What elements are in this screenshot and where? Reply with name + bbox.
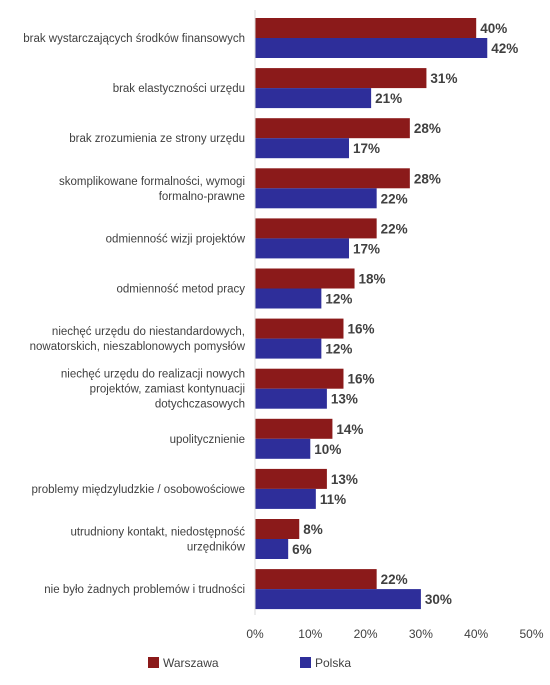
x-axis-ticks: 0% 10% 20% 30% 40% 50%: [246, 627, 544, 641]
category-label: utrudniony kontakt, niedostępność urzędni…: [70, 527, 245, 554]
data-label: 22%: [381, 191, 408, 206]
category-label: brak zrozumienia ze strony urzędu: [69, 133, 245, 145]
category-label: odmienność wizji projektów: [106, 233, 246, 245]
data-label: 28%: [414, 121, 441, 136]
category-label: problemy międzyludzkie / osobowościowe: [32, 484, 246, 496]
bar-warszawa: [255, 468, 327, 489]
legend-label-polska: Polska: [315, 656, 351, 670]
bar-warszawa: [255, 18, 477, 38]
data-label: 16%: [347, 372, 374, 387]
category-label: skomplikowane formalności, wymogi formaln…: [59, 176, 245, 203]
legend-swatch-polska: [300, 657, 311, 668]
data-label: 22%: [381, 221, 408, 236]
bar-warszawa: [255, 519, 300, 539]
data-label: 17%: [353, 241, 380, 256]
bar-warszawa: [255, 168, 410, 189]
x-tick-label: 40%: [464, 627, 488, 641]
data-label: 30%: [425, 592, 452, 607]
legend: Warszawa Polska: [148, 656, 351, 670]
category-label: upolitycznienie: [170, 434, 245, 446]
x-tick-label: 10%: [298, 627, 322, 641]
bar-polska: [255, 88, 372, 109]
bar-polska: [255, 488, 316, 509]
data-label: 12%: [325, 342, 352, 357]
legend-swatch-warszawa: [148, 657, 159, 668]
bar-polska: [255, 539, 289, 559]
data-label: 28%: [414, 171, 441, 186]
bar-polska: [255, 388, 327, 409]
data-label: 8%: [303, 522, 323, 537]
bar-polska: [255, 288, 322, 309]
category-label: niechęć urzędu do niestandardowych, nowat…: [30, 326, 246, 353]
data-label: 42%: [491, 41, 518, 56]
bar-warszawa: [255, 318, 344, 339]
labels-layer: brak wystarczających środków finansowych…: [23, 21, 518, 607]
bar-warszawa: [255, 569, 377, 590]
x-tick-label: 50%: [519, 627, 543, 641]
bar-polska: [255, 438, 311, 459]
bar-warszawa: [255, 118, 410, 139]
category-label: niechęć urzędu do realizacji nowych proje…: [61, 369, 245, 411]
bar-warszawa: [255, 418, 333, 439]
category-label: nie było żadnych problemów i trudności: [44, 584, 245, 596]
category-label: brak wystarczających środków finansowych: [23, 33, 245, 45]
data-label: 31%: [430, 71, 457, 86]
bar-warszawa: [255, 368, 344, 389]
bar-polska: [255, 38, 488, 58]
bar-polska: [255, 589, 421, 610]
category-label: odmienność metod pracy: [117, 284, 246, 296]
data-label: 16%: [347, 322, 374, 337]
data-label: 22%: [381, 572, 408, 587]
category-label: brak elastyczności urzędu: [113, 83, 245, 95]
bar-polska: [255, 138, 350, 159]
data-label: 14%: [336, 422, 363, 437]
data-label: 13%: [331, 392, 358, 407]
data-label: 13%: [331, 472, 358, 487]
bar-warszawa: [255, 68, 427, 89]
data-label: 11%: [320, 492, 346, 507]
bar-polska: [255, 188, 377, 209]
data-label: 6%: [292, 542, 312, 557]
data-label: 21%: [375, 91, 402, 106]
bar-warszawa: [255, 218, 377, 239]
bar-polska: [255, 338, 322, 359]
data-label: 40%: [480, 21, 507, 36]
data-label: 17%: [353, 141, 380, 156]
bar-polska: [255, 238, 350, 259]
data-label: 10%: [314, 442, 341, 457]
x-tick-label: 20%: [354, 627, 378, 641]
data-label: 12%: [325, 292, 352, 307]
legend-label-warszawa: Warszawa: [163, 656, 219, 670]
bar-warszawa: [255, 268, 355, 289]
x-tick-label: 30%: [409, 627, 433, 641]
data-label: 18%: [359, 272, 386, 287]
bars-layer: [255, 18, 488, 610]
x-tick-label: 0%: [246, 627, 264, 641]
